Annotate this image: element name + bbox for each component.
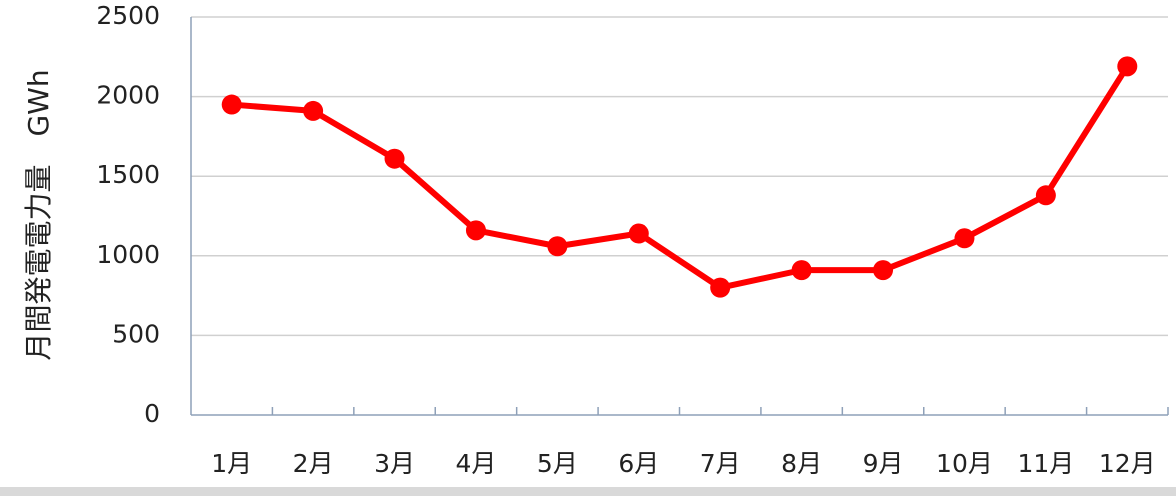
x-tick-label: 4月 (456, 449, 497, 478)
marker (547, 236, 568, 257)
y-tick-label: 0 (144, 399, 160, 428)
x-tick-label: 9月 (863, 449, 904, 478)
marker (954, 228, 975, 249)
marker (465, 220, 486, 241)
y-tick-label: 2500 (96, 1, 160, 30)
marker (873, 260, 894, 281)
y-tick-label: 1500 (96, 160, 160, 189)
y-tick-label: 500 (112, 319, 160, 348)
x-tick-label: 10月 (936, 449, 993, 478)
marker (1035, 185, 1056, 206)
x-tick-label: 5月 (537, 449, 578, 478)
x-tick-label: 7月 (700, 449, 741, 478)
x-tick-label: 8月 (781, 449, 822, 478)
marker (384, 148, 405, 169)
marker (221, 94, 242, 115)
marker (710, 277, 731, 298)
x-tick-label: 1月 (211, 449, 252, 478)
marker (1117, 56, 1138, 77)
x-tick-label: 2月 (293, 449, 334, 478)
x-tick-label: 6月 (618, 449, 659, 478)
marker (791, 260, 812, 281)
y-tick-label: 1000 (96, 240, 160, 269)
y-axis-label: 月間発電電力量 GWh (22, 69, 55, 360)
x-tick-label: 3月 (374, 449, 415, 478)
x-tick-label: 12月 (1099, 449, 1156, 478)
marker (628, 223, 649, 244)
y-tick-label: 2000 (96, 81, 160, 110)
line (231, 64, 1130, 291)
marker (303, 100, 324, 121)
bottom-strip (0, 487, 1176, 496)
x-tick-label: 11月 (1017, 449, 1074, 478)
